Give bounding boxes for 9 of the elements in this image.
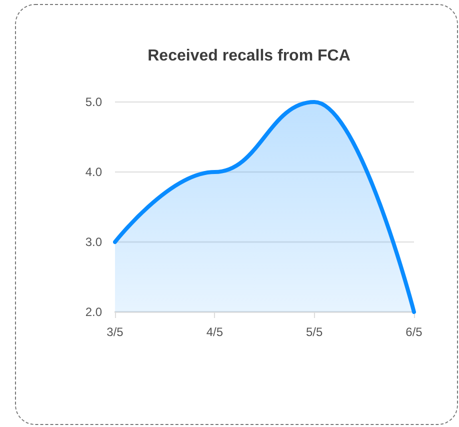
x-tick-label: 5/5 <box>306 325 323 339</box>
x-tick-label: 3/5 <box>106 325 124 339</box>
x-tick-label: 4/5 <box>206 325 224 339</box>
chart-title: Received recalls from FCA <box>148 48 351 64</box>
y-tick-label: 3.0 <box>85 235 102 249</box>
x-tick-label: 6/5 <box>406 325 423 339</box>
y-tick-label: 5.0 <box>85 95 102 109</box>
y-tick-label: 2.0 <box>85 305 102 319</box>
y-tick-label: 4.0 <box>85 165 102 179</box>
